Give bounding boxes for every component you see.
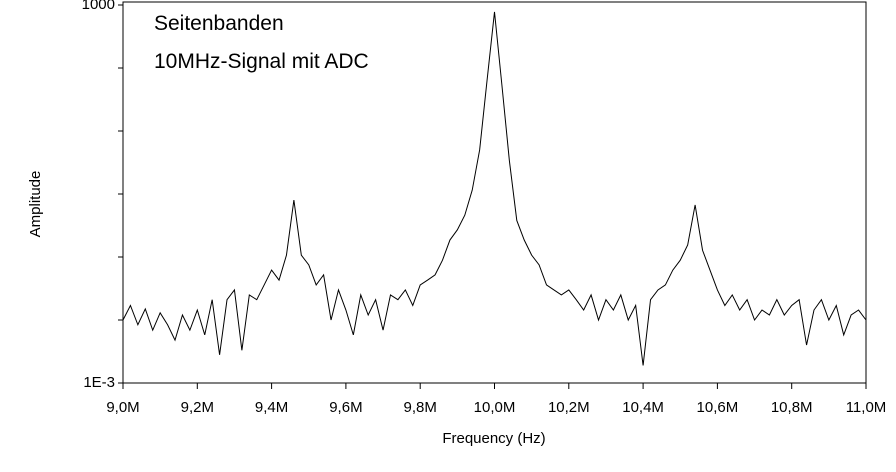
x-tick-label: 9,8M <box>404 399 437 416</box>
x-tick-label: 9,2M <box>181 399 214 416</box>
x-tick-label: 10,4M <box>622 399 664 416</box>
x-tick-label: 9,4M <box>255 399 288 416</box>
line-series <box>122 11 867 366</box>
x-tick-label: 11,0M <box>846 399 887 416</box>
x-tick-label: 10,0M <box>474 399 516 416</box>
x-tick-label: 10,2M <box>548 399 590 416</box>
x-tick-label: 9,6M <box>329 399 362 416</box>
x-axis-label: Frequency (Hz) <box>442 430 545 447</box>
annotation: Seitenbanden <box>154 12 284 35</box>
y-tick-label: 1000 <box>82 0 115 13</box>
annotation: 10MHz-Signal mit ADC <box>154 50 369 73</box>
y-axis-label: Amplitude <box>27 171 44 238</box>
x-tick-label: 9,0M <box>106 399 139 416</box>
x-tick-label: 10,6M <box>697 399 739 416</box>
x-tick-label: 10,8M <box>771 399 813 416</box>
y-tick-label: 1E-3 <box>83 374 115 391</box>
